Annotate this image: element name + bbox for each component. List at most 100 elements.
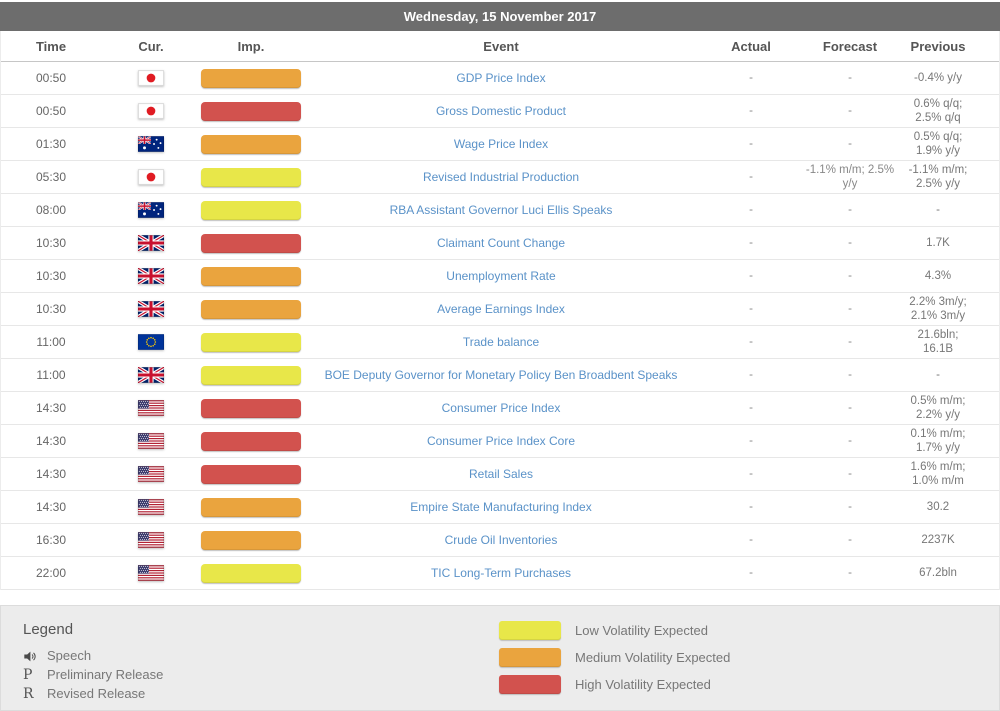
event-time: 00:50 [1, 71, 101, 85]
medium-volatility-bar [201, 498, 301, 517]
event-row: 16:30 Crude Oil Inventories - - 2237K [1, 524, 999, 557]
event-link[interactable]: Unemployment Rate [301, 269, 701, 283]
event-row: 00:50 GDP Price Index - - -0.4% y/y [1, 62, 999, 95]
forecast-value: - [801, 434, 899, 448]
event-link[interactable]: Consumer Price Index [301, 401, 701, 415]
medium-volatility-bar [201, 300, 301, 319]
previous-value: -0.4% y/y [899, 71, 999, 85]
actual-value: - [701, 335, 801, 349]
event-link[interactable]: Retail Sales [301, 467, 701, 481]
forecast-value: - [801, 236, 899, 250]
us-flag-icon [138, 466, 164, 482]
column-header-actual: Actual [701, 39, 801, 54]
event-link[interactable]: Crude Oil Inventories [301, 533, 701, 547]
event-link[interactable]: Consumer Price Index Core [301, 434, 701, 448]
importance-cell [201, 333, 301, 352]
event-link[interactable]: BOE Deputy Governor for Monetary Policy … [301, 368, 701, 382]
us-flag-icon [138, 532, 164, 548]
actual-value: - [701, 566, 801, 580]
forecast-value: - [801, 302, 899, 316]
legend-item-speech: Speech [23, 648, 499, 664]
previous-value: 2237K [899, 533, 999, 547]
event-link[interactable]: Wage Price Index [301, 137, 701, 151]
actual-value: - [701, 71, 801, 85]
event-link[interactable]: RBA Assistant Governor Luci Ellis Speaks [301, 203, 701, 217]
event-time: 08:00 [1, 203, 101, 217]
legend-title: Legend [23, 621, 499, 638]
forecast-value: - [801, 137, 899, 151]
currency-cell [101, 136, 201, 152]
event-time: 14:30 [1, 500, 101, 514]
japan-flag-icon [138, 103, 164, 119]
previous-value: - [899, 203, 999, 217]
actual-value: - [701, 203, 801, 217]
high-volatility-bar [201, 234, 301, 253]
actual-value: - [701, 269, 801, 283]
currency-cell [101, 367, 201, 383]
event-time: 11:00 [1, 368, 101, 382]
previous-value: 0.6% q/q; 2.5% q/q [899, 97, 999, 125]
importance-cell [201, 168, 301, 187]
currency-cell [101, 565, 201, 581]
event-time: 11:00 [1, 335, 101, 349]
forecast-value: - [801, 500, 899, 514]
high-volatility-bar [201, 432, 301, 451]
event-row: 11:00 Trade balance - - 21.6bln; 16.1B [1, 326, 999, 359]
uk-flag-icon [138, 367, 164, 383]
event-time: 01:30 [1, 137, 101, 151]
column-header-importance: Imp. [201, 39, 301, 54]
currency-cell [101, 334, 201, 350]
event-time: 22:00 [1, 566, 101, 580]
japan-flag-icon [138, 169, 164, 185]
actual-value: - [701, 137, 801, 151]
medium-volatility-bar [201, 69, 301, 88]
previous-value: 1.6% m/m; 1.0% m/m [899, 460, 999, 488]
event-row: 14:30 Consumer Price Index Core - - 0.1%… [1, 425, 999, 458]
previous-value: 67.2bln [899, 566, 999, 580]
event-row: 11:00 BOE Deputy Governor for Monetary P… [1, 359, 999, 392]
importance-cell [201, 234, 301, 253]
column-header-event: Event [301, 39, 701, 54]
importance-cell [201, 102, 301, 121]
importance-cell [201, 531, 301, 550]
uk-flag-icon [138, 301, 164, 317]
forecast-value: - [801, 203, 899, 217]
currency-cell [101, 169, 201, 185]
event-time: 16:30 [1, 533, 101, 547]
us-flag-icon [138, 499, 164, 515]
importance-cell [201, 69, 301, 88]
column-header-time: Time [1, 39, 101, 54]
economic-calendar: Wednesday, 15 November 2017 Time Cur. Im… [0, 2, 1000, 696]
previous-value: 2.2% 3m/y; 2.1% 3m/y [899, 295, 999, 323]
event-link[interactable]: Average Earnings Index [301, 302, 701, 316]
legend-item-label: Revised Release [47, 686, 145, 702]
event-link[interactable]: Revised Industrial Production [301, 170, 701, 184]
event-row: 08:00 RBA Assistant Governor Luci Ellis … [1, 194, 999, 227]
previous-value: 0.1% m/m; 1.7% y/y [899, 427, 999, 455]
previous-value: 1.7K [899, 236, 999, 250]
event-link[interactable]: Gross Domestic Product [301, 104, 701, 118]
currency-cell [101, 103, 201, 119]
actual-value: - [701, 170, 801, 184]
event-time: 10:30 [1, 302, 101, 316]
actual-value: - [701, 434, 801, 448]
previous-value: 0.5% m/m; 2.2% y/y [899, 394, 999, 422]
low-volatility-bar [201, 201, 301, 220]
event-link[interactable]: TIC Long-Term Purchases [301, 566, 701, 580]
event-time: 00:50 [1, 104, 101, 118]
actual-value: - [701, 236, 801, 250]
currency-cell [101, 70, 201, 86]
legend-right-column: Low Volatility Expected Medium Volatilit… [499, 619, 730, 697]
date-header: Wednesday, 15 November 2017 [0, 2, 1000, 31]
event-link[interactable]: Trade balance [301, 335, 701, 349]
event-link[interactable]: Claimant Count Change [301, 236, 701, 250]
importance-cell [201, 366, 301, 385]
importance-cell [201, 432, 301, 451]
event-link[interactable]: GDP Price Index [301, 71, 701, 85]
actual-value: - [701, 467, 801, 481]
forecast-value: - [801, 533, 899, 547]
event-row: 14:30 Consumer Price Index - - 0.5% m/m;… [1, 392, 999, 425]
event-link[interactable]: Empire State Manufacturing Index [301, 500, 701, 514]
australia-flag-icon [138, 136, 164, 152]
forecast-value: - [801, 335, 899, 349]
